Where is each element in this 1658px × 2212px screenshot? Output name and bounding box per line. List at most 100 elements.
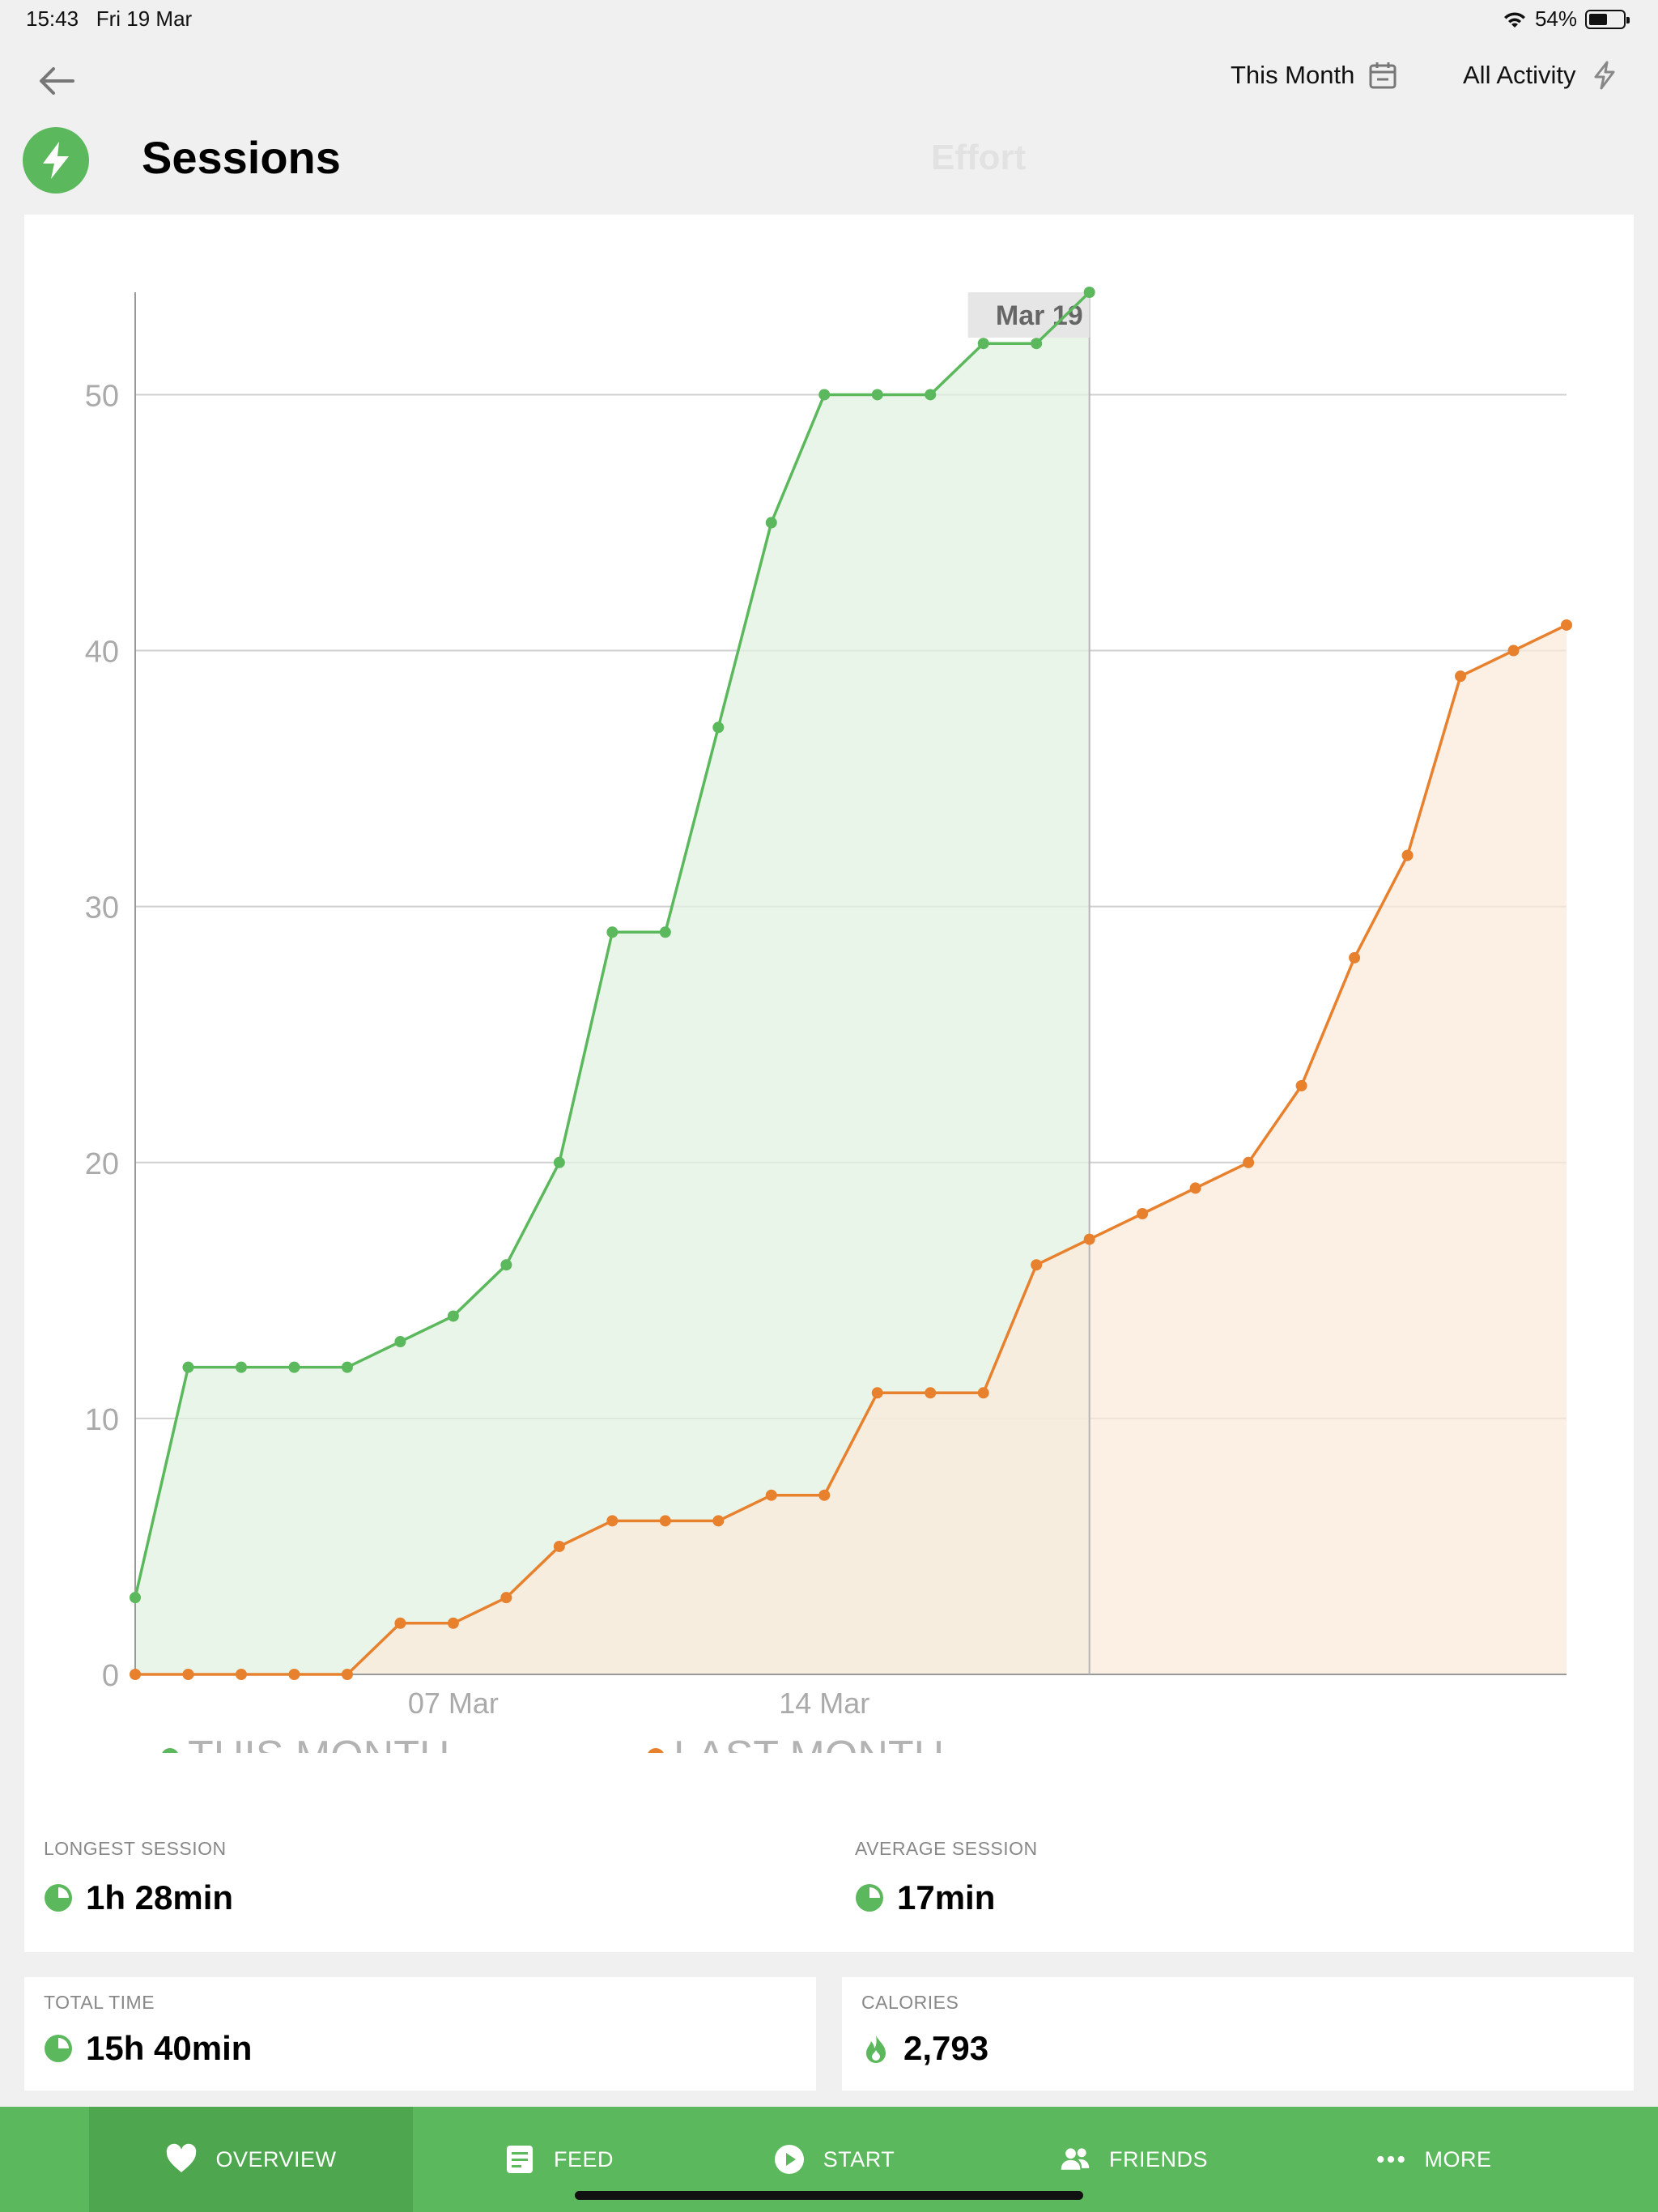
sessions-chart: 0 10 20 30 40 50 Mar 19 07 Mar 14 Mar THIS MONTH L…: [85, 287, 1572, 1753]
tab-start[interactable]: START: [712, 2107, 955, 2212]
data-point: [447, 1617, 459, 1629]
highlight-label: Mar 19: [996, 300, 1083, 331]
tab-overview-label: OVERVIEW: [215, 2146, 337, 2172]
data-point: [1083, 1233, 1095, 1245]
clock-icon: [45, 1884, 72, 1912]
status-right: 54%: [1503, 6, 1630, 32]
data-point: [1189, 1182, 1201, 1194]
data-point: [712, 721, 725, 734]
feed-icon: [506, 2146, 533, 2173]
tab-effort[interactable]: Effort: [931, 138, 1027, 177]
data-point: [500, 1592, 512, 1604]
data-point: [1083, 287, 1095, 298]
y-tick-label: 40: [85, 636, 119, 670]
y-tick-label: 0: [102, 1659, 119, 1693]
average-session-text: 17min: [897, 1878, 996, 1916]
total-time-label: TOTAL TIME: [44, 1992, 155, 2013]
data-point: [818, 1489, 831, 1501]
data-point: [341, 1361, 353, 1373]
highlight-tooltip: [967, 292, 1090, 338]
calories-text: 2,793: [903, 2029, 989, 2067]
data-point: [394, 1336, 406, 1348]
y-tick-label: 30: [85, 891, 119, 925]
data-point: [288, 1361, 300, 1373]
tab-friends-label: FRIENDS: [1108, 2146, 1208, 2172]
y-tick-label: 50: [85, 379, 119, 413]
legend-marker: [162, 1748, 178, 1753]
data-point: [1507, 644, 1520, 657]
calories-label: CALORIES: [861, 1992, 959, 2013]
data-point: [1455, 670, 1467, 683]
data-point: [553, 1156, 565, 1168]
lightning-icon: [43, 142, 69, 179]
total-time-text: 15h 40min: [86, 2029, 253, 2067]
data-point: [447, 1310, 459, 1322]
data-point: [1561, 619, 1572, 631]
x-tick-label: 14 Mar: [779, 1687, 869, 1720]
data-point: [977, 338, 989, 350]
legend-label: LAST MONTH: [674, 1733, 944, 1753]
data-point: [182, 1361, 194, 1373]
legend-label: THIS MONTH: [188, 1733, 450, 1753]
tab-friends[interactable]: FRIENDS: [1012, 2107, 1255, 2212]
activity-filter-button[interactable]: All Activity: [1463, 60, 1620, 91]
data-point: [553, 1540, 565, 1552]
data-point: [818, 389, 831, 401]
data-point: [659, 926, 671, 938]
tab-overview[interactable]: OVERVIEW: [89, 2107, 413, 2212]
average-session-value: 17min: [855, 1878, 995, 1917]
period-filter-button[interactable]: This Month: [1231, 60, 1398, 91]
calories-card: CALORIES 2,793: [842, 1977, 1634, 2091]
data-point: [130, 1592, 141, 1604]
lightning-outline-icon: [1594, 61, 1615, 90]
data-point: [977, 1387, 989, 1399]
series-area: [135, 292, 1090, 1674]
flame-icon: [866, 2035, 886, 2063]
data-point: [712, 1515, 725, 1527]
chart-card: 0 10 20 30 40 50 Mar 19 07 Mar 14 Mar THIS MONTH L…: [24, 215, 1634, 1952]
longest-session-label: LONGEST SESSION: [44, 1838, 227, 1859]
play-icon: [774, 2145, 804, 2174]
data-point: [1295, 1079, 1307, 1091]
home-indicator: [575, 2191, 1083, 2200]
period-filter-label: This Month: [1231, 61, 1355, 89]
more-icon: [1376, 2155, 1405, 2163]
y-tick-label: 10: [85, 1403, 119, 1437]
average-session-label: AVERAGE SESSION: [855, 1838, 1038, 1859]
data-point: [659, 1515, 671, 1527]
data-point: [765, 517, 777, 529]
data-point: [925, 1387, 937, 1399]
tab-more-label: MORE: [1424, 2146, 1492, 2172]
tab-start-label: START: [823, 2146, 895, 2172]
data-point: [1401, 849, 1414, 861]
data-point: [288, 1669, 300, 1680]
clock-icon: [45, 2035, 72, 2062]
series-area: [135, 624, 1567, 1674]
status-clock: 15:43: [26, 6, 79, 31]
data-point: [500, 1259, 512, 1271]
y-tick-label: 20: [85, 1147, 119, 1181]
data-point: [182, 1669, 194, 1680]
tab-feed[interactable]: FEED: [437, 2107, 680, 2212]
data-point: [1031, 1259, 1043, 1271]
legend-marker: [648, 1748, 664, 1753]
total-time-card: TOTAL TIME 15h 40min: [24, 1977, 816, 2091]
tab-feed-label: FEED: [553, 2146, 614, 2172]
data-point: [606, 926, 619, 938]
wifi-icon: [1503, 11, 1525, 28]
back-button[interactable]: [32, 57, 81, 105]
sessions-icon-badge: [23, 127, 89, 194]
data-point: [1031, 338, 1043, 350]
battery-fill: [1589, 13, 1607, 25]
total-time-value: 15h 40min: [44, 2029, 252, 2068]
series-line: [135, 623, 1567, 1676]
battery-icon: [1585, 9, 1630, 29]
data-point: [925, 389, 937, 401]
data-point: [394, 1617, 406, 1629]
calories-value: 2,793: [861, 2029, 988, 2068]
tab-more[interactable]: MORE: [1312, 2107, 1554, 2212]
longest-session-value: 1h 28min: [44, 1878, 233, 1917]
calendar-icon: [1369, 62, 1397, 89]
data-point: [235, 1669, 247, 1680]
data-point: [1349, 951, 1361, 963]
